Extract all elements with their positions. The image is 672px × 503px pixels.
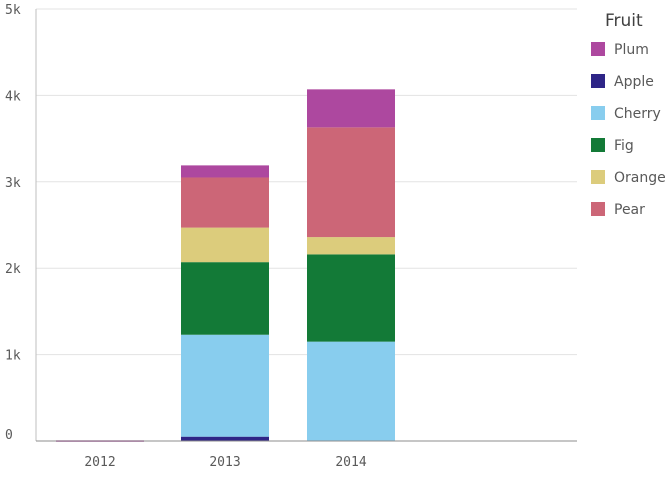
- legend-title: Fruit: [605, 11, 643, 31]
- legend: Fruit Plum Apple Cherry Fig Orange Pear: [591, 11, 666, 218]
- bar-segment-cherry-2013: [181, 334, 269, 437]
- bar-segment-plum-2014: [307, 89, 395, 128]
- x-tick-label: 2012: [84, 455, 115, 470]
- bar-segment-plum-2013: [181, 165, 269, 178]
- legend-label: Orange: [614, 170, 666, 186]
- legend-label: Fig: [614, 138, 634, 154]
- x-tick-label: 2013: [209, 455, 240, 470]
- legend-label: Cherry: [614, 106, 661, 122]
- bar-segment-apple-2013: [181, 436, 269, 441]
- legend-label: Pear: [614, 202, 645, 218]
- y-axis-ticks: 0 1k 2k 3k 4k 5k: [5, 3, 21, 443]
- legend-swatch: [591, 106, 605, 120]
- bar-segment-orange-2013: [181, 227, 269, 263]
- bar-segment-fig-2013: [181, 262, 269, 335]
- axes: [35, 9, 577, 442]
- legend-label: Plum: [614, 42, 649, 58]
- y-tick-label: 0: [5, 428, 13, 443]
- bar-segment-orange-2014: [307, 237, 395, 255]
- bar-segment-pear-2014: [307, 127, 395, 238]
- legend-label: Apple: [614, 74, 654, 90]
- y-tick-label: 4k: [5, 89, 21, 104]
- bars: [56, 89, 395, 442]
- x-tick-label: 2014: [335, 455, 366, 470]
- bar-segment-pear-2013: [181, 177, 269, 228]
- bar-segment-fig-2014: [307, 254, 395, 342]
- bar-segment-cherry-2014: [307, 341, 395, 441]
- y-tick-label: 3k: [5, 176, 21, 191]
- y-tick-label: 5k: [5, 3, 21, 18]
- gridlines: [36, 8, 577, 356]
- y-tick-label: 2k: [5, 262, 21, 277]
- legend-swatch: [591, 74, 605, 88]
- legend-swatch: [591, 170, 605, 184]
- legend-swatch: [591, 42, 605, 56]
- y-tick-label: 1k: [5, 349, 21, 364]
- x-axis-ticks: 2012 2013 2014: [84, 455, 366, 470]
- legend-swatch: [591, 138, 605, 152]
- legend-swatch: [591, 202, 605, 216]
